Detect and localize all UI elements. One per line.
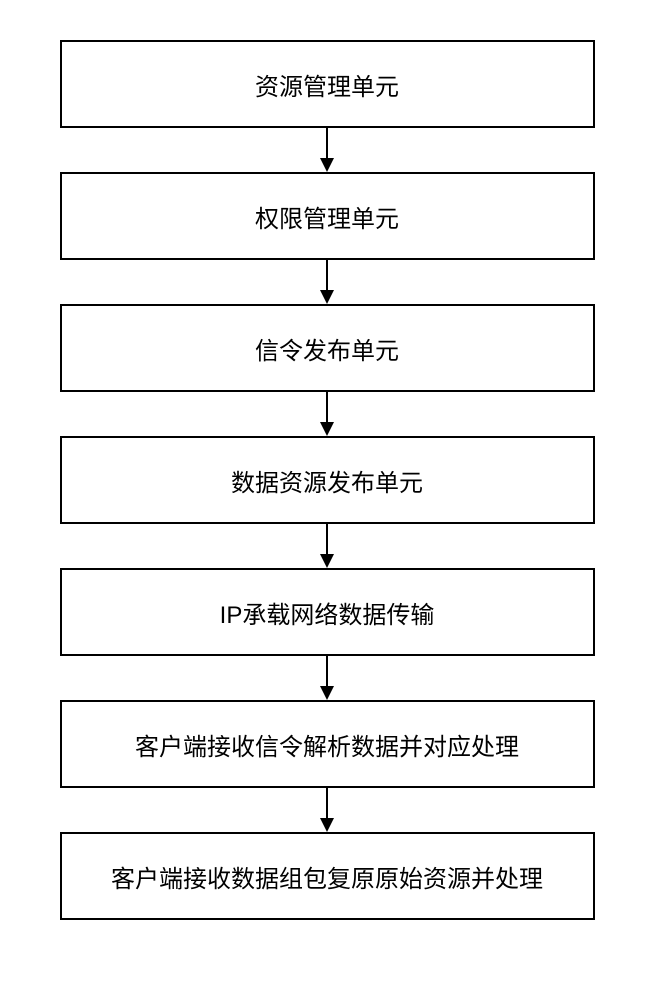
flow-node-label: 信令发布单元: [255, 331, 399, 366]
flow-node-n3: 信令发布单元: [60, 304, 595, 392]
flow-node-label: IP承载网络数据传输: [220, 595, 435, 630]
flow-node-label: 客户端接收数据组包复原原始资源并处理: [111, 859, 543, 894]
flow-node-n2: 权限管理单元: [60, 172, 595, 260]
flow-arrow: [317, 524, 337, 568]
flow-node-label: 资源管理单元: [255, 67, 399, 102]
flow-arrow: [317, 656, 337, 700]
flowchart-container: 资源管理单元权限管理单元信令发布单元数据资源发布单元 IP承载网络数据传输客户端接…: [0, 0, 654, 1000]
flow-node-label: 权限管理单元: [255, 199, 399, 234]
flow-node-n4: 数据资源发布单元: [60, 436, 595, 524]
flow-node-label: 数据资源发布单元: [231, 463, 423, 498]
flow-arrow: [317, 128, 337, 172]
flow-arrow: [317, 788, 337, 832]
flow-node-n6: 客户端接收信令解析数据并对应处理: [60, 700, 595, 788]
flow-node-n1: 资源管理单元: [60, 40, 595, 128]
flow-arrow: [317, 260, 337, 304]
flow-arrow: [317, 392, 337, 436]
flow-node-label: 客户端接收信令解析数据并对应处理: [135, 727, 519, 762]
flow-node-n7: 客户端接收数据组包复原原始资源并处理: [60, 832, 595, 920]
flow-node-n5: IP承载网络数据传输: [60, 568, 595, 656]
